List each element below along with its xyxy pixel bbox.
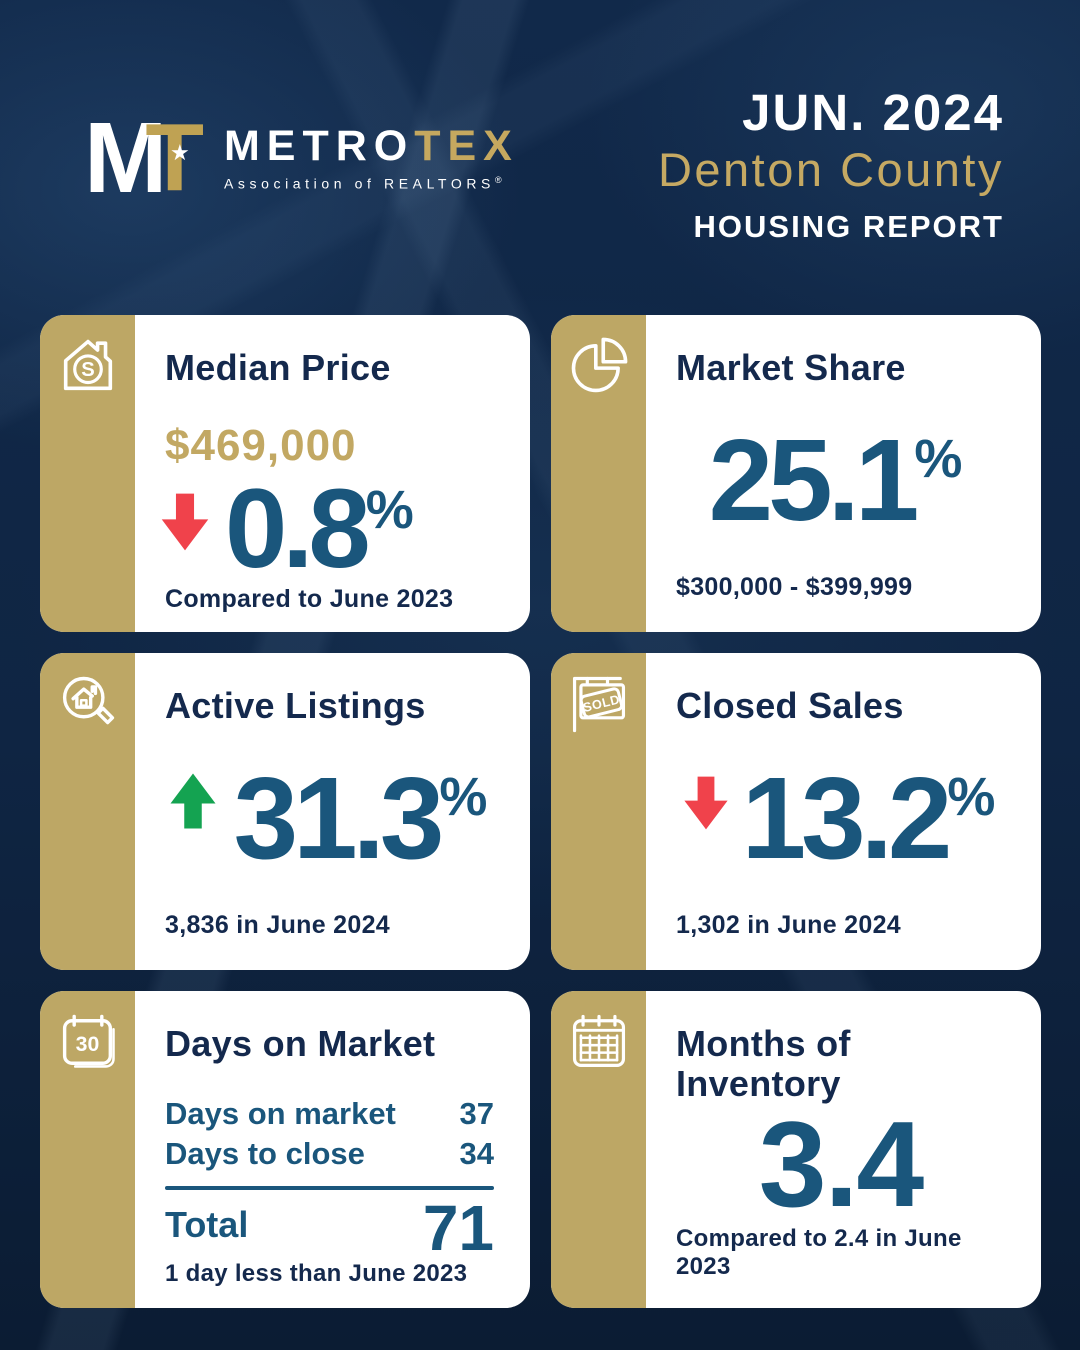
logo-letter-m: M <box>84 102 167 214</box>
card-title: Closed Sales <box>676 685 904 726</box>
card-caption: $300,000 - $399,999 <box>676 573 913 601</box>
percent-sign: % <box>947 767 996 828</box>
card-caption: Compared to June 2023 <box>165 584 454 613</box>
calendar-30-icon: 30 <box>62 1014 115 1068</box>
house-search-icon <box>62 676 114 725</box>
brand-metro: METRO <box>223 121 415 170</box>
stat-row: 31.3% <box>165 726 494 911</box>
card-content: Active Listings 31.3% 3,836 in June 2024 <box>135 653 530 970</box>
brand-name: METROTEX <box>223 121 519 170</box>
card-title: Days on Market <box>165 1023 436 1064</box>
metrotex-logo: M T ★ METROTEX Association of REALTORS® <box>84 108 519 208</box>
stat-row: 3.4 <box>676 1103 1005 1225</box>
card-accent-bar: SOLD <box>551 653 646 970</box>
calendar-day-label: 30 <box>75 1032 99 1056</box>
card-active-listings: Active Listings 31.3% 3,836 in June 2024 <box>40 653 530 970</box>
stat-row: 25.1% <box>676 388 1005 573</box>
house-dollar-icon: S <box>63 339 112 391</box>
row-label: Days on market <box>165 1095 396 1131</box>
card-accent-bar <box>551 991 646 1308</box>
card-caption: 1,302 in June 2024 <box>676 911 901 939</box>
brand-tex: TEX <box>414 121 519 170</box>
card-accent-bar <box>551 315 646 632</box>
header: M T ★ METROTEX Association of REALTORS® … <box>0 0 1080 258</box>
days-table: Days on market 37 Days to close 34 Total… <box>165 1096 494 1260</box>
row-value: 34 <box>459 1135 494 1171</box>
card-title: Market Share <box>676 347 906 388</box>
row-value: 37 <box>459 1095 494 1131</box>
stat-cards-grid: S Median Price $469,000 0.8% Compared to… <box>40 315 1041 1308</box>
down-arrow-icon <box>161 493 209 551</box>
total-value: 71 <box>422 1191 494 1264</box>
table-row: Days to close 34 <box>165 1136 494 1172</box>
median-price-value: $469,000 <box>165 420 357 470</box>
stat-row: 13.2% <box>676 726 1005 911</box>
percent-sign: % <box>439 767 488 828</box>
card-content: Median Price $469,000 0.8% Compared to J… <box>135 315 530 632</box>
card-content: Market Share 25.1% $300,000 - $399,999 <box>646 315 1041 632</box>
card-caption: 1 day less than June 2023 <box>165 1259 468 1287</box>
card-content: Days on Market Days on market 37 Days to… <box>135 991 530 1308</box>
stat-value: 31.3% <box>233 753 488 884</box>
card-days-on-market: 30 Days on Market Days on market 37 Days… <box>40 991 530 1308</box>
percent-sign: % <box>365 479 414 540</box>
card-months-of-inventory: Months of Inventory 3.4 Compared to 2.4 … <box>551 991 1041 1308</box>
card-accent-bar: S <box>40 315 135 632</box>
card-title: Months of Inventory <box>676 1023 851 1104</box>
up-arrow-icon <box>170 773 216 829</box>
total-row: Total 71 <box>165 1196 494 1260</box>
report-date: JUN. 2024 <box>742 83 1004 141</box>
card-closed-sales: SOLD Closed Sales 13.2% 1,302 in June 20… <box>551 653 1041 970</box>
mt-logo-mark: M T ★ <box>84 108 204 208</box>
stat-value: 0.8% <box>225 465 414 591</box>
logo-letter-t: T <box>145 104 204 211</box>
card-title: Active Listings <box>165 685 426 726</box>
calendar-grid-icon <box>572 1014 625 1067</box>
report-heading: JUN. 2024 Denton County HOUSING REPORT <box>658 86 1004 245</box>
sold-sign-icon: SOLD <box>572 676 625 733</box>
stat-value: 13.2% <box>741 753 996 884</box>
card-content: Months of Inventory 3.4 Compared to 2.4 … <box>646 991 1041 1308</box>
card-content: Closed Sales 13.2% 1,302 in June 2024 <box>646 653 1041 970</box>
divider <box>165 1185 494 1190</box>
star-icon: ★ <box>170 140 190 165</box>
stat-row: 0.8% <box>159 465 494 591</box>
card-caption: 3,836 in June 2024 <box>165 911 390 939</box>
row-label: Days to close <box>165 1135 365 1171</box>
logo-subtitle-text: Association of REALTORS <box>223 175 495 192</box>
card-title: Median Price <box>165 347 391 388</box>
table-row: Days on market 37 <box>165 1096 494 1132</box>
stat-value: 25.1% <box>708 415 963 546</box>
pie-chart-icon <box>571 337 627 393</box>
stat-value: 3.4 <box>758 1096 925 1233</box>
dollar-glyph: S <box>81 359 94 381</box>
registered-mark: ® <box>494 174 502 185</box>
report-type: HOUSING REPORT <box>693 209 1004 245</box>
card-accent-bar: 30 <box>40 991 135 1308</box>
card-caption: Compared to 2.4 in June 2023 <box>676 1225 962 1281</box>
down-arrow-icon <box>683 776 728 830</box>
total-label: Total <box>165 1203 249 1245</box>
report-region: Denton County <box>657 143 1004 197</box>
card-market-share: Market Share 25.1% $300,000 - $399,999 <box>551 315 1041 632</box>
card-accent-bar <box>40 653 135 970</box>
percent-sign: % <box>914 429 963 490</box>
logo-text: METROTEX Association of REALTORS® <box>223 121 519 192</box>
logo-subtitle: Association of REALTORS® <box>224 175 519 192</box>
card-median-price: S Median Price $469,000 0.8% Compared to… <box>40 315 530 632</box>
